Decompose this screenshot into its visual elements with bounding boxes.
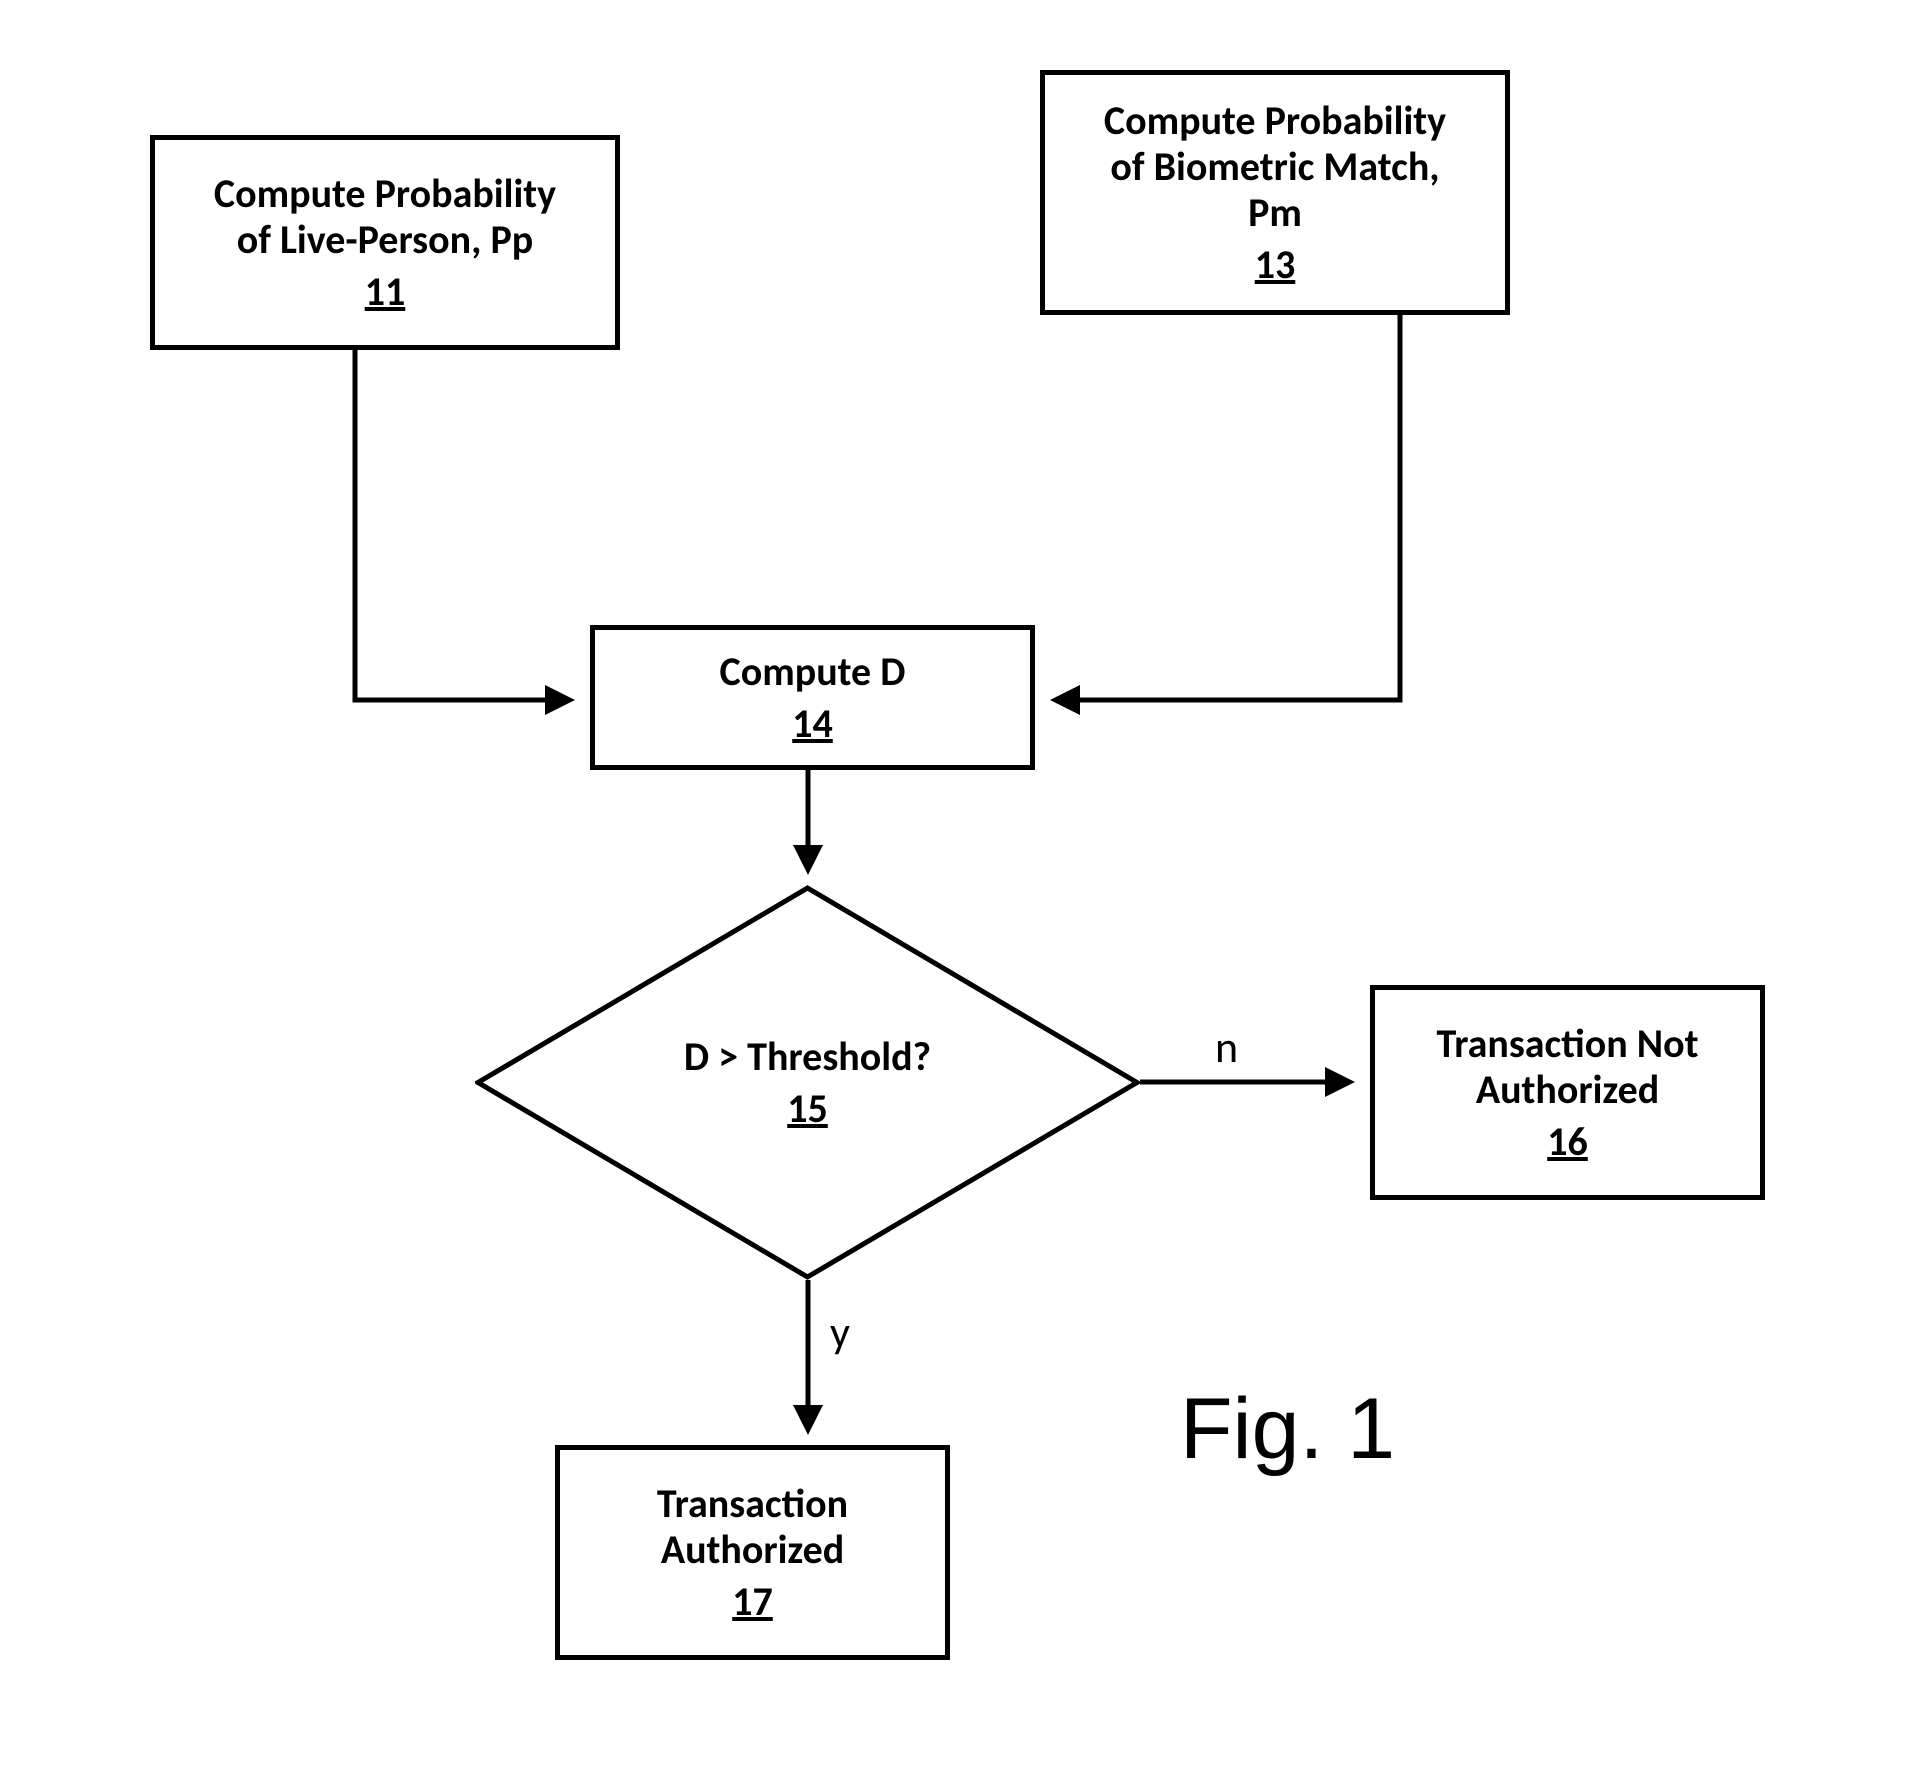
node-compute-biometric-match: Compute Probability of Biometric Match, … (1040, 70, 1510, 315)
node-compute-d: Compute D 14 (590, 625, 1035, 770)
node-text: Compute D (720, 649, 906, 695)
edge-label-no: n (1215, 1020, 1238, 1074)
node-text: D > Threshold? (684, 1034, 931, 1080)
node-text: Authorized (661, 1527, 844, 1573)
node-text: of Live-Person, Pp (237, 217, 533, 263)
node-text: of Biometric Match, (1110, 144, 1439, 190)
figure-caption: Fig. 1 (1180, 1380, 1395, 1479)
node-ref: 11 (365, 269, 406, 315)
node-text: Compute Probability (214, 171, 556, 217)
node-text: Compute Probability (1104, 98, 1446, 144)
node-text: Authorized (1476, 1067, 1659, 1113)
node-transaction-authorized: Transaction Authorized 17 (555, 1445, 950, 1660)
node-ref: 16 (1547, 1119, 1588, 1165)
node-ref: 15 (787, 1086, 828, 1132)
node-text: Pm (1248, 190, 1302, 236)
node-ref: 14 (792, 701, 833, 747)
node-text: Transaction (657, 1481, 848, 1527)
node-compute-live-person: Compute Probability of Live-Person, Pp 1… (150, 135, 620, 350)
node-text: Transaction Not (1437, 1021, 1699, 1067)
flowchart-canvas: Compute Probability of Live-Person, Pp 1… (0, 0, 1915, 1782)
node-threshold-decision: D > Threshold? 15 (475, 885, 1140, 1280)
edge-label-yes: y (830, 1305, 850, 1359)
node-transaction-not-authorized: Transaction Not Authorized 16 (1370, 985, 1765, 1200)
node-ref: 17 (732, 1579, 773, 1625)
node-ref: 13 (1255, 242, 1296, 288)
